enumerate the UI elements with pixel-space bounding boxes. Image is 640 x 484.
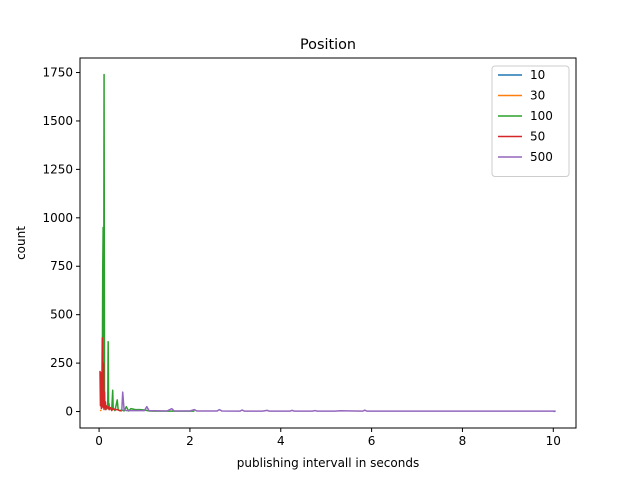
y-axis: 0 250 500 750 1000 1250 1500 1750 (42, 66, 80, 419)
legend-label: 500 (530, 150, 553, 164)
legend-label: 100 (530, 109, 553, 123)
y-tick-label: 1750 (42, 66, 73, 80)
legend-label: 10 (530, 68, 545, 82)
plot-frame (79, 57, 577, 429)
y-tick-label: 0 (65, 405, 73, 419)
legend: 10 30 100 50 500 (491, 65, 570, 177)
x-tick-label: 8 (459, 434, 467, 448)
x-tick-label: 0 (95, 434, 103, 448)
legend-label: 50 (530, 130, 545, 144)
x-tick-label: 2 (186, 434, 194, 448)
y-axis-label: count (14, 226, 28, 260)
x-tick-label: 6 (368, 434, 376, 448)
series-line-1 (99, 409, 102, 412)
series-layer (99, 73, 556, 413)
legend-box (491, 65, 570, 177)
series-line-3 (99, 337, 122, 412)
x-tick-label: 10 (546, 434, 561, 448)
x-tick-label: 4 (277, 434, 285, 448)
x-axis-label: publishing intervall in seconds (237, 456, 419, 470)
y-tick-label: 1250 (42, 162, 73, 176)
series-line-4 (121, 391, 556, 412)
x-axis: 0 2 4 6 8 10 (95, 428, 561, 448)
y-tick-label: 1500 (42, 114, 73, 128)
series-line-2 (101, 73, 195, 412)
plot-area (79, 57, 577, 429)
legend-label: 30 (530, 89, 545, 103)
y-tick-label: 250 (50, 356, 73, 370)
y-tick-label: 750 (50, 259, 73, 273)
y-tick-label: 500 (50, 308, 73, 322)
chart-title: Position (300, 37, 356, 53)
y-tick-label: 1000 (42, 211, 73, 225)
